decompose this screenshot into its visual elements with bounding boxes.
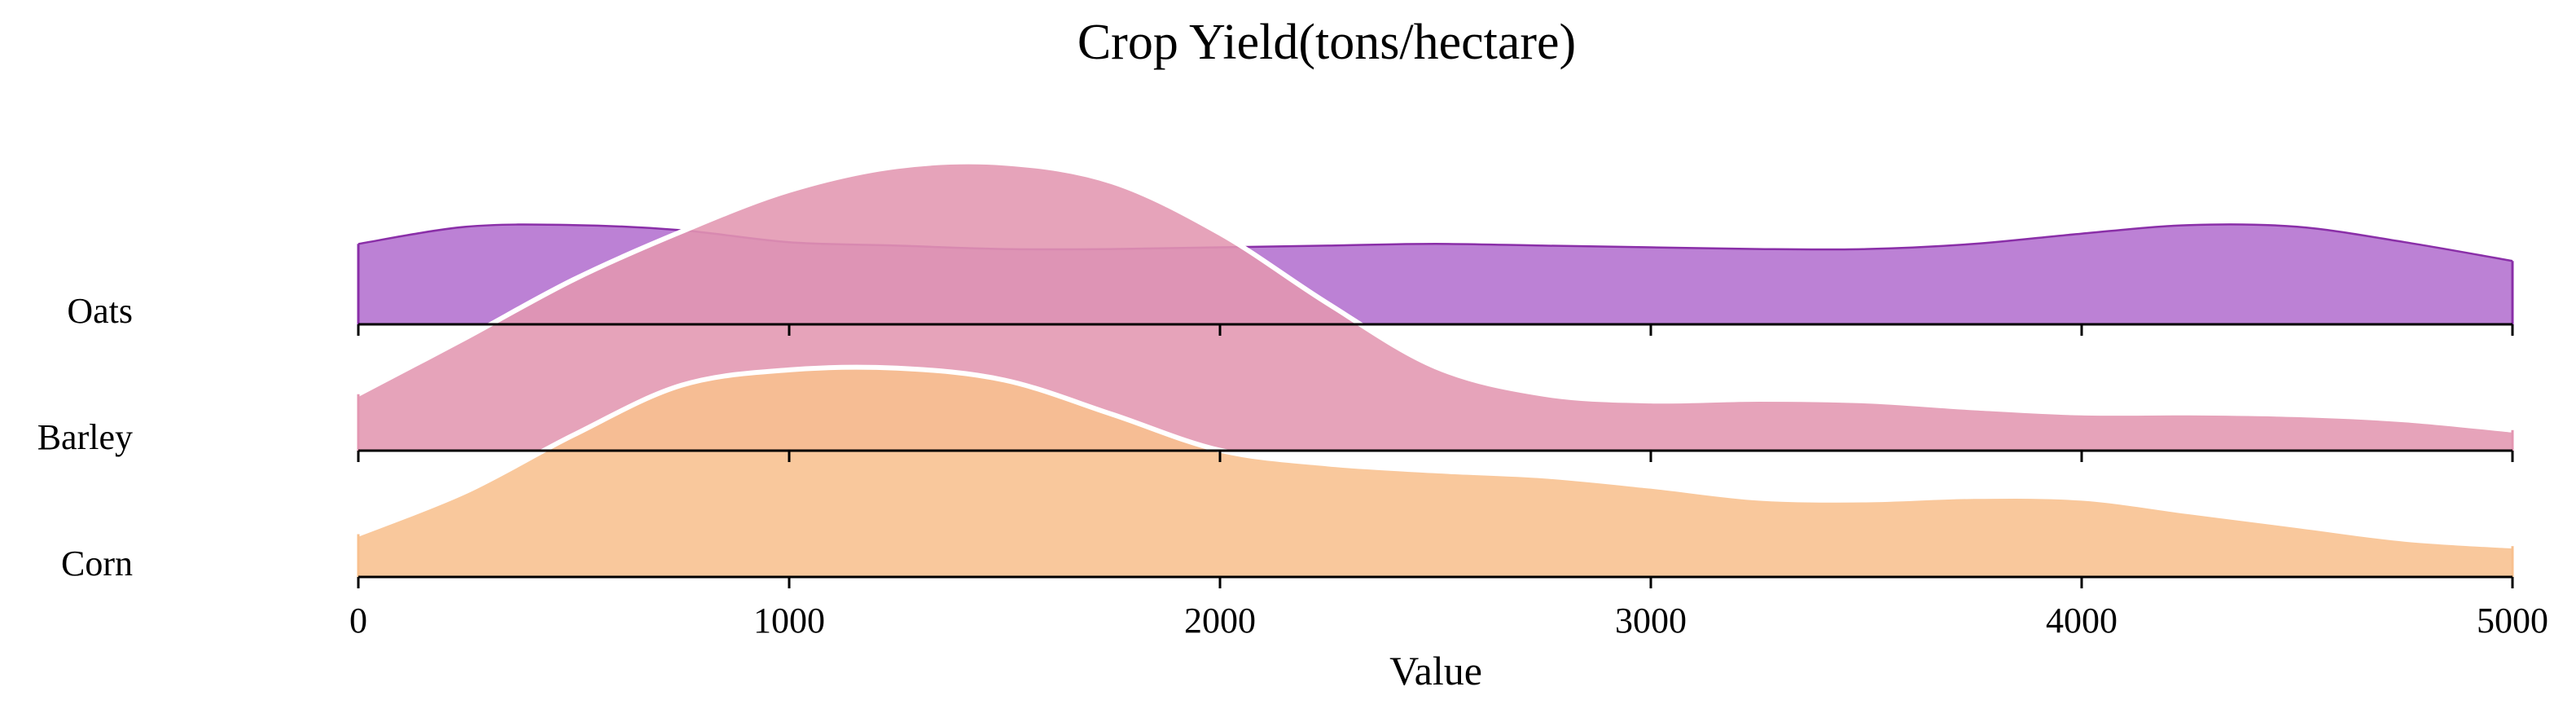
ridge-outline-barley xyxy=(357,159,2513,433)
x-tick-label-0: 0 xyxy=(349,601,367,641)
x-tick-label-5000: 5000 xyxy=(2477,601,2548,641)
category-label-corn: Corn xyxy=(61,544,133,583)
chart-title: Crop Yield(tons/hectare) xyxy=(1077,15,1576,70)
x-tick-label-4000: 4000 xyxy=(2046,601,2117,641)
category-label-barley: Barley xyxy=(37,417,133,457)
ridges xyxy=(357,159,2514,577)
x-axis-label: Value xyxy=(1389,648,1482,693)
x-tick-label-1000: 1000 xyxy=(753,601,825,641)
category-labels: Oats Barley Corn xyxy=(37,291,133,583)
x-ticks: 0 1000 2000 3000 4000 5000 xyxy=(349,601,2548,641)
x-tick-label-3000: 3000 xyxy=(1615,601,1687,641)
baselines xyxy=(357,323,2514,588)
category-label-oats: Oats xyxy=(67,291,133,331)
ridge-outline-corn xyxy=(357,364,2513,549)
x-tick-label-2000: 2000 xyxy=(1184,601,1256,641)
